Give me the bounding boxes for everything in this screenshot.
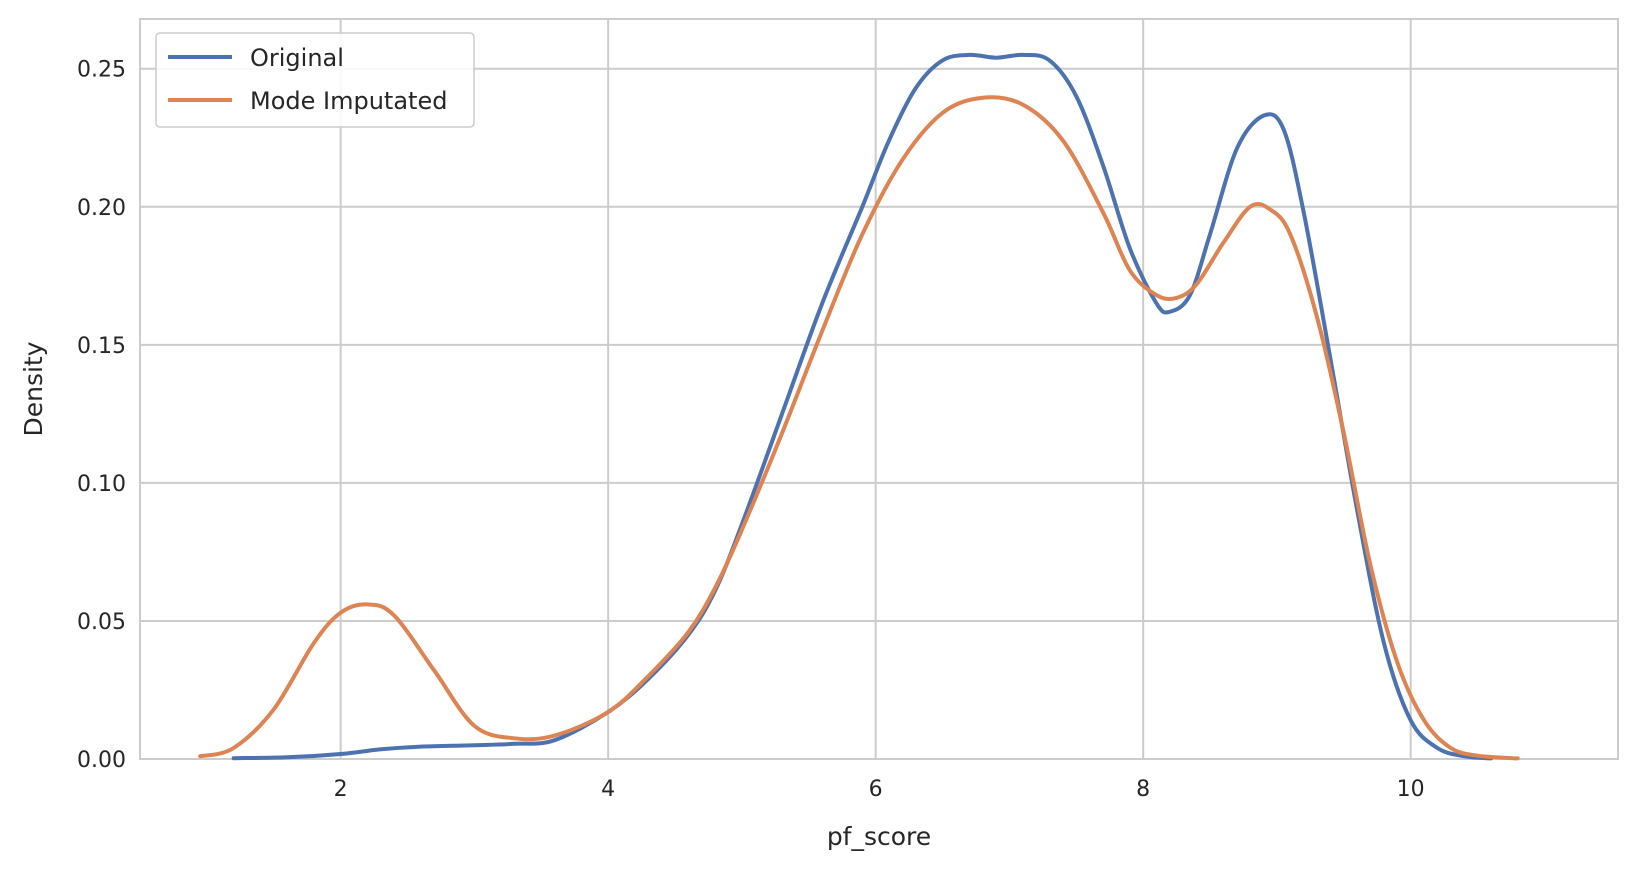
- plot-background: [140, 19, 1618, 759]
- x-axis-label: pf_score: [827, 822, 931, 851]
- legend-frame: [155, 32, 475, 128]
- x-tick-label: 2: [334, 777, 348, 802]
- legend: Original Mode Imputated: [155, 32, 475, 128]
- x-tick-label: 4: [601, 777, 615, 802]
- y-tick-label: 0.25: [77, 58, 126, 83]
- y-tick-label: 0.15: [77, 334, 126, 359]
- series-lines: [198, 52, 1520, 761]
- y-tick-label: 0.10: [77, 472, 126, 497]
- series-line-original: [231, 52, 1493, 761]
- y-tick-label: 0.00: [77, 748, 126, 773]
- legend-label-original: Original: [250, 44, 344, 72]
- y-tick-label: 0.05: [77, 610, 126, 635]
- y-axis-label: Density: [19, 341, 48, 436]
- series-line-mode-imputated: [198, 95, 1520, 761]
- legend-label-mode-imputated: Mode Imputated: [250, 87, 447, 115]
- plot-frame: [139, 18, 1619, 760]
- y-tick-label: 0.20: [77, 196, 126, 221]
- tick-labels: 2 4 6 8 10 0.00 0.05 0.10 0.15 0.20 0.25: [77, 58, 1425, 802]
- x-tick-label: 6: [869, 777, 883, 802]
- x-tick-label: 8: [1136, 777, 1150, 802]
- x-tick-label: 10: [1397, 777, 1425, 802]
